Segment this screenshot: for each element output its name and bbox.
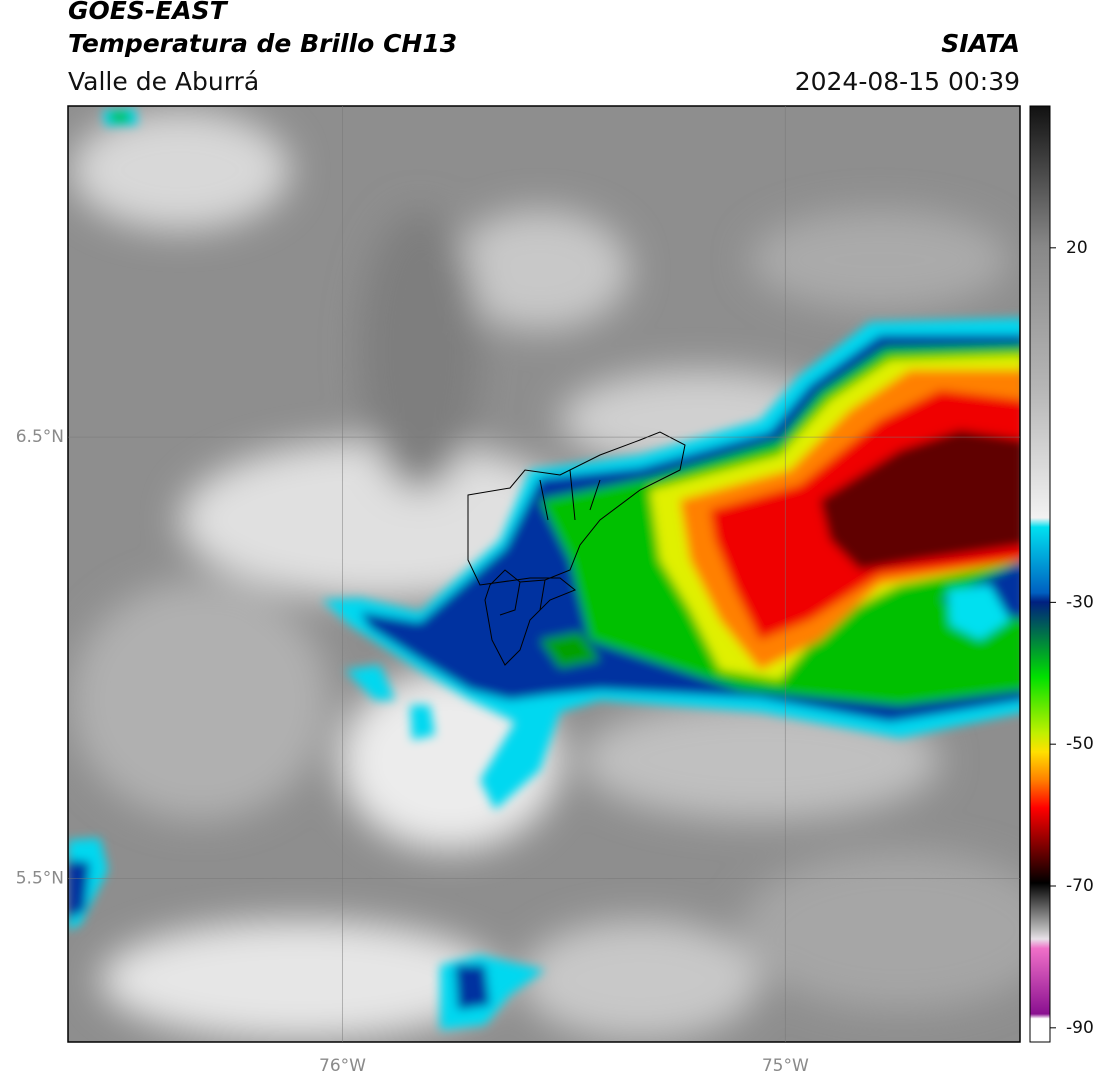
colorbar-tick-label: -90 (1066, 1018, 1094, 1038)
source: SIATA (941, 29, 1020, 58)
colorbar-tick-label: -70 (1066, 876, 1094, 896)
map-frame (67, 105, 1021, 1043)
subtitle: Temperatura de Brillo CH13 (68, 29, 457, 58)
y-tick-label: 6.5°N (16, 427, 64, 447)
y-tick-label: 5.5°N (16, 869, 64, 889)
x-tick-label: 76°W (319, 1056, 366, 1076)
satellite-image (68, 106, 1020, 1042)
colorbar-tick-label: -50 (1066, 734, 1094, 754)
colorbar-tick-label: 20 (1066, 238, 1088, 258)
region: Valle de Aburrá (68, 67, 259, 96)
datetime: 2024-08-15 00:39 (795, 67, 1020, 96)
colorbar (1029, 105, 1051, 1043)
colorbar-tick-label: -30 (1066, 592, 1094, 612)
title: GOES-EAST (68, 0, 229, 25)
x-tick-label: 75°W (762, 1056, 809, 1076)
